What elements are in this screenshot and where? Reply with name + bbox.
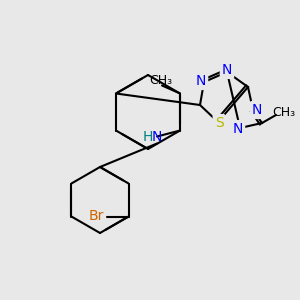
Text: N: N bbox=[222, 63, 232, 77]
Text: CH₃: CH₃ bbox=[272, 106, 296, 119]
Text: N: N bbox=[196, 74, 206, 88]
Text: N: N bbox=[152, 130, 162, 143]
Text: H: H bbox=[143, 130, 153, 143]
Text: Br: Br bbox=[89, 209, 104, 224]
Text: S: S bbox=[214, 116, 224, 130]
Text: N: N bbox=[252, 103, 262, 117]
Text: N: N bbox=[233, 122, 243, 136]
Text: CH₃: CH₃ bbox=[149, 74, 172, 87]
